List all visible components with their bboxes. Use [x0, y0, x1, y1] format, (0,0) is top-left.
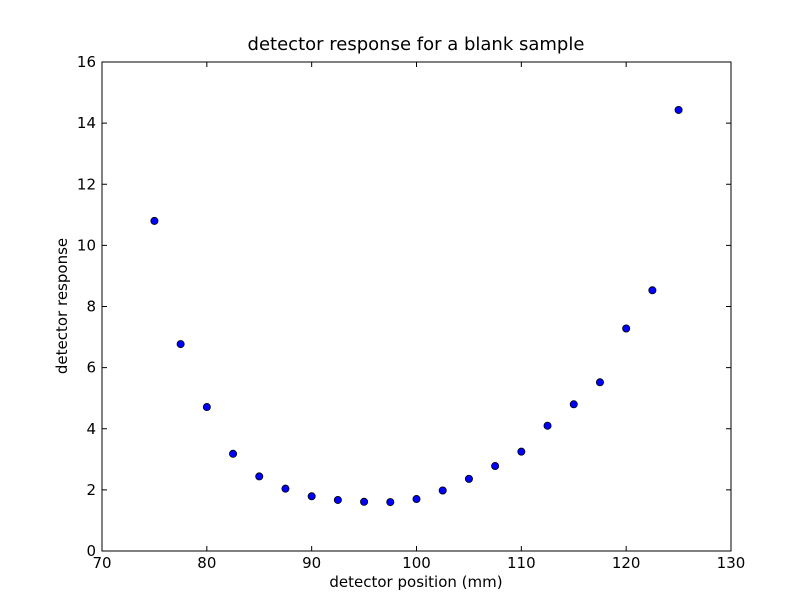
data-point [595, 378, 604, 387]
y-tick-label: 0 [86, 542, 96, 560]
y-tick-label: 14 [77, 114, 96, 132]
data-point [360, 497, 369, 506]
y-tick-label: 10 [77, 236, 96, 254]
data-point [176, 340, 185, 349]
x-tick-label: 80 [197, 554, 216, 572]
y-tick-label: 2 [86, 481, 96, 499]
plot-area: 70 80 90 100 110 120 130 0 2 4 6 8 10 12 14 16 [77, 53, 745, 572]
y-tick-label: 16 [77, 53, 96, 71]
data-point [517, 447, 526, 456]
x-tick-label: 90 [302, 554, 321, 572]
data-point [202, 403, 211, 412]
x-tick-label: 120 [612, 554, 641, 572]
data-point [569, 400, 578, 409]
data-point [543, 421, 552, 430]
x-tick-label: 70 [92, 554, 111, 572]
y-tick-label: 12 [77, 175, 96, 193]
data-point [674, 105, 683, 114]
data-point [438, 486, 447, 495]
chart-title: detector response for a blank sample [248, 34, 585, 55]
x-tick-label: 100 [402, 554, 431, 572]
data-point [464, 474, 473, 483]
data-point [281, 484, 290, 493]
data-point [622, 324, 631, 333]
data-point [412, 495, 421, 504]
data-point [229, 449, 238, 458]
data-point [648, 286, 657, 295]
y-axis-label: detector response [53, 238, 71, 374]
y-tick-label: 4 [86, 420, 96, 438]
data-point [150, 216, 159, 225]
data-point [255, 472, 264, 481]
data-point [307, 492, 316, 501]
x-tick-label: 130 [717, 554, 746, 572]
x-tick-label: 110 [507, 554, 536, 572]
data-point [333, 495, 342, 504]
y-tick-label: 6 [86, 359, 96, 377]
data-point [491, 462, 500, 471]
data-point [386, 498, 395, 507]
y-tick-label: 8 [86, 298, 96, 316]
x-axis-label: detector position (mm) [329, 573, 502, 591]
